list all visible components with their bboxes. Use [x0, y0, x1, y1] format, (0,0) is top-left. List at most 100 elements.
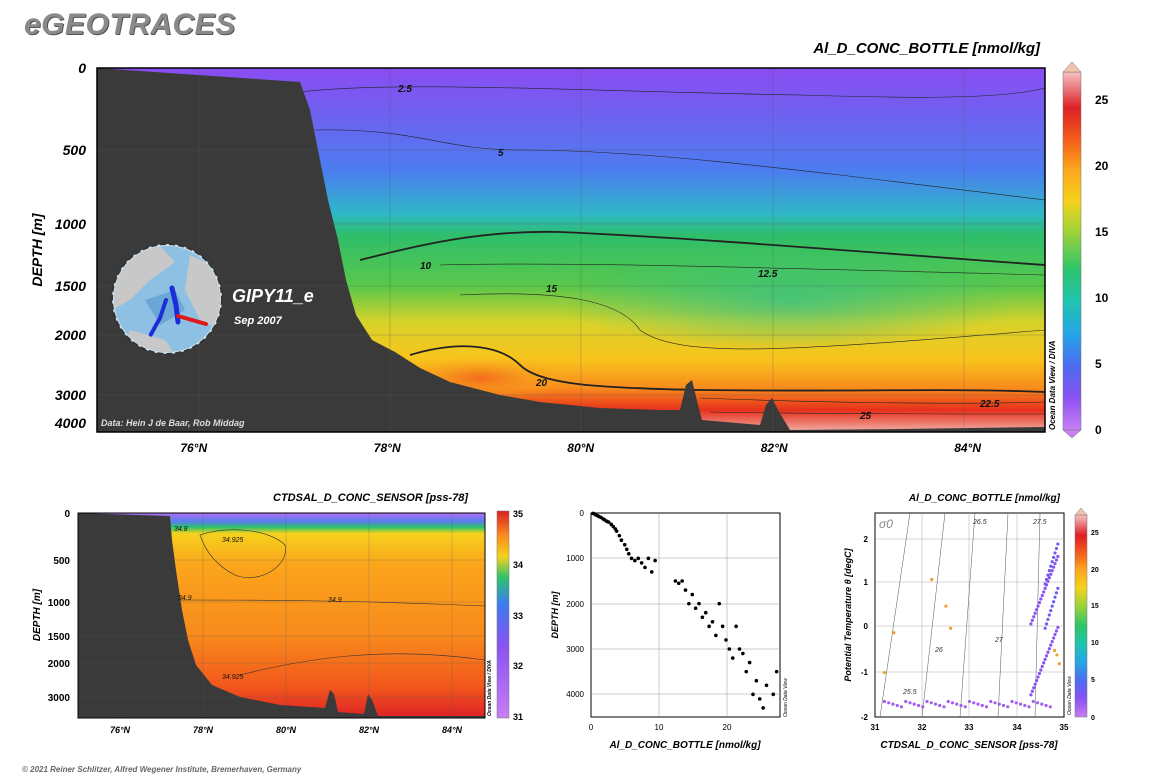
ts-point [1043, 586, 1047, 590]
ts-point [1037, 671, 1042, 676]
ts-point [972, 701, 976, 705]
colorbar-tick: 15 [1091, 603, 1099, 610]
ts-point [1053, 561, 1057, 566]
isopycnal-label: 27.5 [1032, 519, 1047, 526]
ts-point [916, 703, 921, 708]
ts-point [1043, 657, 1047, 661]
profile-point [687, 601, 691, 606]
ts-point [959, 703, 963, 708]
ts-point [1054, 591, 1059, 595]
profile-point [653, 558, 657, 563]
ts-point [997, 702, 1001, 706]
y-tick-label: 1500 [55, 278, 86, 294]
profile-point [724, 638, 728, 642]
main-grid [97, 68, 1045, 432]
profile-point [703, 610, 708, 615]
profile-point [627, 552, 631, 556]
ts-point [899, 705, 904, 709]
profile-point [771, 692, 776, 697]
ts-point [984, 705, 989, 709]
y-tick-label: 0 [78, 60, 86, 76]
colorbar-tick: 10 [1095, 291, 1109, 305]
main-y-ticks: 0 500 1000 1500 2000 3000 4000 [54, 60, 86, 431]
ts-x-ticks: 31 32 33 34 35 [871, 723, 1069, 732]
ts-point [976, 702, 980, 706]
ts-point [944, 604, 948, 608]
y-tick-label: 0 [580, 509, 585, 518]
cruise-name: GIPY11_e [232, 286, 314, 306]
contour-label: 2.5 [397, 84, 412, 95]
main-colorbar-cap [1062, 429, 1082, 439]
ts-colorbar-ticks: 25 20 15 10 5 0 [1091, 530, 1099, 722]
y-tick-label: 1000 [48, 598, 71, 609]
profile-point [649, 570, 654, 574]
profile-point [614, 529, 619, 533]
y-tick-label: 4000 [54, 415, 86, 431]
y-tick-label: 3000 [48, 693, 71, 704]
ts-point [1037, 600, 1042, 605]
y-tick-label: 4000 [566, 690, 584, 699]
ts-point [1052, 600, 1056, 604]
profile-point [619, 538, 624, 542]
ts-point [882, 699, 887, 704]
profile-point [622, 542, 627, 547]
ts-point [1054, 558, 1059, 562]
profile-point [697, 601, 701, 606]
ts-colorbar [1074, 514, 1088, 718]
ts-point [891, 702, 895, 706]
y-tick-label: 2 [864, 535, 869, 544]
main-y-axis-label: DEPTH [m] [29, 212, 45, 286]
contour-label: 10 [420, 261, 432, 272]
x-tick-label: 80°N [276, 725, 297, 735]
x-tick-label: 84°N [954, 441, 981, 455]
ts-point [1049, 564, 1053, 568]
ts-point [904, 699, 908, 704]
profile-point [737, 647, 742, 651]
y-tick-label: 1000 [55, 216, 86, 232]
ts-point [942, 705, 946, 709]
ts-point [1033, 682, 1037, 686]
profile-point [741, 651, 745, 656]
contour-label: 15 [546, 284, 558, 295]
ts-point [1053, 595, 1057, 599]
salinity-chart-title: CTDSAL_D_CONC_SENSOR [pss-78] [273, 492, 468, 504]
ts-point [1039, 597, 1043, 601]
ts-point [1052, 565, 1056, 569]
ts-point [955, 702, 959, 706]
ts-point [1053, 632, 1057, 637]
ts-point [1049, 643, 1053, 647]
colorbar-tick: 34 [513, 560, 523, 570]
ts-point [1043, 582, 1047, 586]
ts-point [938, 703, 942, 708]
main-chart-title: Al_D_CONC_BOTTLE [nmol/kg] [812, 40, 1041, 57]
salinity-section-chart: CTDSAL_D_CONC_SENSOR [pss-78] 34.925 34.… [32, 492, 523, 735]
main-colorbar-cap [1062, 61, 1082, 73]
colorbar-tick: 20 [1091, 567, 1099, 574]
contour-label: 25 [859, 411, 872, 422]
colorbar-tick: 0 [1091, 715, 1095, 722]
ts-point [1031, 699, 1035, 704]
contour-label: 22.5 [979, 399, 1000, 410]
ts-point [1056, 586, 1060, 590]
ts-point [1036, 604, 1040, 608]
profile-point [754, 678, 759, 683]
y-tick-label: 1 [864, 578, 869, 587]
ts-y-ticks: -2 -1 0 1 2 [861, 535, 869, 722]
colorbar-tick: 20 [1095, 159, 1109, 173]
ts-point [1035, 701, 1040, 705]
ts-point [1050, 560, 1054, 564]
x-tick-label: 78°N [193, 725, 214, 735]
ts-point [1054, 629, 1059, 633]
contour-label: 5 [498, 148, 504, 159]
colorbar-tick: 15 [1095, 225, 1109, 239]
main-contour-labels: 2.5 5 10 12.5 15 20 22.5 25 [397, 84, 1000, 422]
y-tick-label: 500 [63, 142, 87, 158]
ts-isopycnal-labels: 25.5 26 26.5 27 27.5 [902, 519, 1047, 696]
profile-point [764, 683, 769, 688]
x-tick-label: 33 [965, 723, 974, 732]
ts-point [967, 699, 972, 704]
x-tick-label: 78°N [374, 441, 401, 455]
ts-point [1054, 546, 1059, 551]
main-section-chart: Al_D_CONC_BOTTLE [nmol/kg] [29, 40, 1109, 455]
ts-point [949, 626, 953, 630]
